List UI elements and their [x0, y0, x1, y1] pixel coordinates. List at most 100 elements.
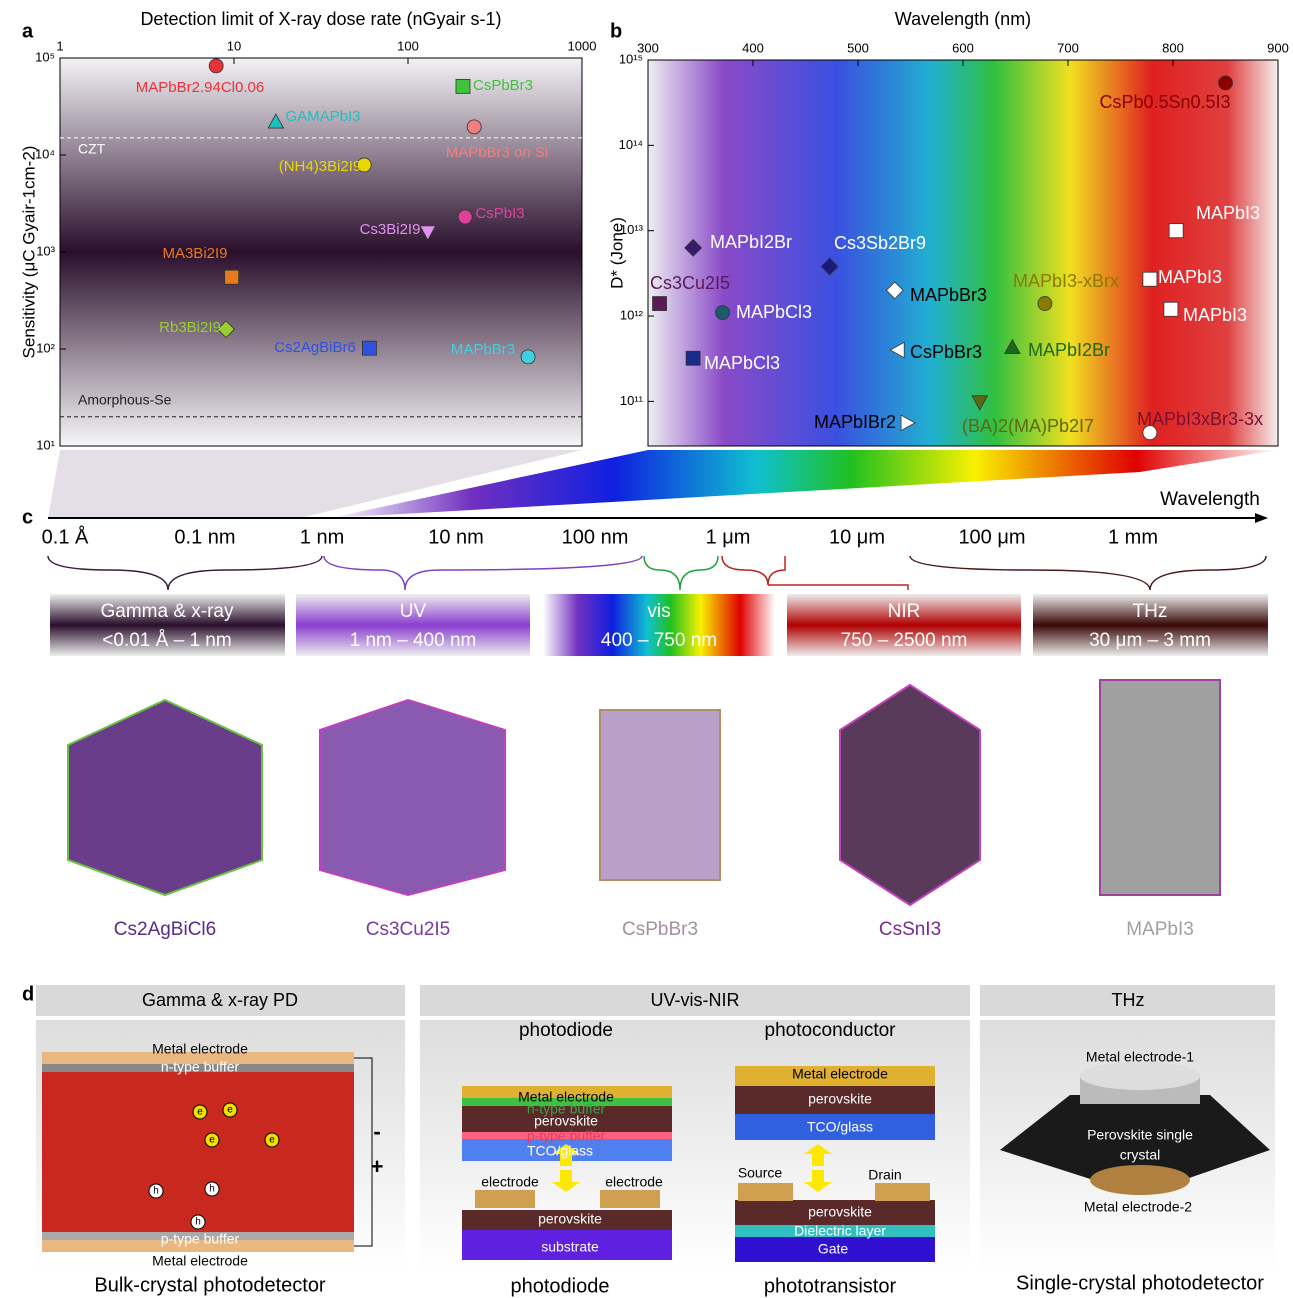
point-label: CsPbBr3 [473, 77, 533, 94]
arrow-head [1255, 513, 1268, 523]
device-label: Source [738, 1165, 783, 1181]
panel-label: d [22, 983, 34, 1005]
point-label: MAPbI3-xBrx [1013, 271, 1119, 291]
section-header [420, 985, 970, 1016]
device-drawings [42, 1052, 1270, 1262]
marker [466, 119, 482, 135]
point-label: MAPbI2Br [1028, 340, 1110, 360]
point-label: (NH4)3Bi2I9 [279, 158, 362, 175]
plot-area [59, 57, 583, 447]
marker [419, 225, 437, 241]
device-label: photoconductor [765, 1020, 897, 1041]
device-label: Metal electrode-2 [1084, 1199, 1192, 1215]
point-label: MAPbBr3 [910, 285, 987, 305]
x-tick-label: 400 [742, 40, 764, 55]
device-label: Single-crystal photodetector [1016, 1272, 1264, 1294]
point-label: MAPbI3xBr3-3x [1137, 409, 1263, 429]
carrier-label: h [153, 1186, 159, 1197]
device-label: n-type buffer [161, 1059, 240, 1075]
carrier-label: e [269, 1135, 275, 1146]
device-label: Metal electrode [792, 1066, 888, 1082]
carrier-label: e [209, 1135, 215, 1146]
device-label: photodiode [511, 1275, 610, 1297]
marker [1142, 425, 1158, 441]
polarity-sign: - [373, 1119, 380, 1144]
point-label: CsPbBr3 [910, 342, 982, 362]
section-title: Gamma & x-ray PD [142, 990, 298, 1010]
y-tick-label: 10¹⁵ [619, 51, 643, 66]
point-label: MAPbI2Br [710, 232, 792, 252]
point-label: MAPbI3 [1158, 267, 1222, 287]
point-label: (BA)2(MA)Pb2I7 [962, 416, 1094, 436]
band-range: <0.01 Å – 1 nm [102, 630, 231, 651]
point-label: MAPbBr3 [451, 341, 515, 358]
device-label: Gate [818, 1241, 849, 1257]
section-header [36, 985, 405, 1016]
panel-label: b [610, 20, 622, 42]
polarity-sign: + [371, 1154, 384, 1179]
panel-label: c [22, 506, 33, 528]
crystal-name: MAPbI3 [1126, 919, 1194, 940]
x-tick-label: 1000 [568, 38, 597, 53]
device-label: phototransistor [764, 1275, 897, 1297]
band [787, 594, 1021, 656]
spectrum-tick-label: 10 nm [428, 526, 484, 548]
device-label: Metal electrode [152, 1253, 248, 1269]
spectrum-tick-label: 1 μm [706, 526, 751, 548]
marker [685, 350, 701, 366]
point-label: MAPbCl3 [736, 302, 812, 322]
carrier [192, 1104, 208, 1120]
y-tick-label: 10¹³ [620, 222, 644, 237]
x-tick-label: 100 [397, 38, 419, 53]
x-tick-label: 300 [637, 40, 659, 55]
crystal-name: Cs2AgBiCl6 [114, 919, 216, 940]
marker [1218, 75, 1233, 91]
marker [820, 257, 839, 276]
device-label: crystal [1120, 1147, 1160, 1163]
spectrum-tick-label: 10 μm [829, 526, 885, 548]
brackets [47, 555, 1267, 591]
carrier [204, 1181, 220, 1197]
point-label: CsPb0.5Sn0.5I3 [1099, 92, 1230, 112]
marker [885, 281, 904, 300]
marker [457, 209, 473, 225]
y-tick-label: 10⁵ [35, 49, 55, 64]
band-range: 750 – 2500 nm [841, 630, 968, 651]
section-header [980, 985, 1275, 1016]
marker [208, 58, 224, 74]
device-label: Metal electrode [152, 1041, 248, 1057]
device-label: n-type buffer [527, 1101, 606, 1117]
marker [361, 340, 377, 356]
point-label: Rb3Bi2I9 [159, 319, 221, 336]
band-name: THz [1133, 601, 1168, 622]
crystal-name: CsPbBr3 [622, 919, 698, 940]
point-label: MAPbCl3 [704, 353, 780, 373]
device-label: p-type buffer [527, 1128, 606, 1144]
point-label: GAMAPbI3 [285, 108, 360, 125]
carrier [148, 1183, 164, 1199]
crystal-name: CsSnI3 [879, 919, 941, 940]
carrier [190, 1214, 206, 1230]
y-tick-label: 10¹ [36, 437, 55, 452]
band [50, 594, 285, 656]
point-label: MAPbI3 [1196, 203, 1260, 223]
y-axis-title: Sensitivity (μC Gyair-1cm-2) [19, 146, 38, 359]
device-label: Bulk-crystal photodetector [94, 1274, 326, 1296]
point-label: MAPbBr3 on Si [446, 144, 549, 161]
band [296, 594, 530, 656]
carrier [204, 1132, 220, 1148]
device-label: Perovskite single [1087, 1127, 1193, 1143]
band-range: 400 – 750 nm [601, 630, 717, 651]
crystal-name: Cs3Cu2I5 [366, 919, 451, 940]
device-label: Drain [868, 1167, 901, 1183]
reference-label: Amorphous-Se [78, 392, 172, 408]
section-title: THz [1112, 990, 1145, 1010]
point-label: CsPbI3 [475, 205, 524, 222]
device-label: Dielectric layer [794, 1223, 886, 1239]
crystal-illustrations [67, 679, 1221, 907]
x-tick-label: 600 [952, 40, 974, 55]
point-label: Cs3Sb2Br9 [834, 233, 926, 253]
point-label: MA3Bi2I9 [162, 245, 227, 262]
marker [684, 238, 703, 257]
carrier [264, 1132, 280, 1148]
